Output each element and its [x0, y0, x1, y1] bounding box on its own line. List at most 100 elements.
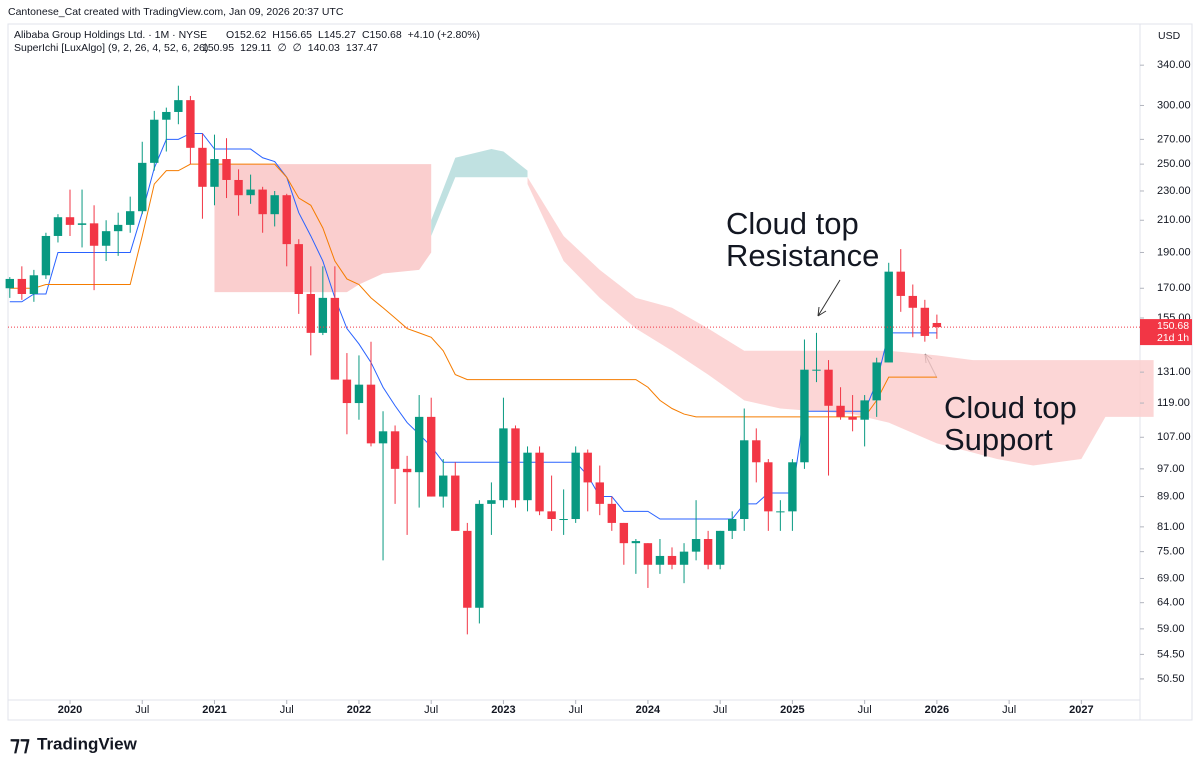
candle-body — [523, 452, 532, 501]
candle-body — [378, 431, 388, 444]
cloud — [527, 177, 1154, 466]
logo-mark: ⁊⁊ — [10, 733, 30, 755]
currency: USD — [1158, 30, 1181, 42]
x-tick-label: 2026 — [925, 704, 949, 716]
ohlc-value: H156.65 — [272, 29, 312, 41]
candle-body — [643, 543, 653, 565]
x-tick-label: Jul — [569, 704, 583, 716]
countdown: 21d 1h — [1157, 332, 1189, 344]
candle-body — [788, 462, 797, 512]
x-tick-label: 2023 — [491, 704, 515, 716]
y-tick-label: 81.00 — [1157, 521, 1185, 533]
ohlc-value: O152.62 — [226, 29, 266, 41]
x-tick-label: Jul — [1002, 704, 1016, 716]
candle-body — [800, 369, 809, 463]
candle-body — [210, 159, 219, 187]
y-tick-label: 300.00 — [1157, 99, 1191, 111]
x-tick-label: 2022 — [347, 704, 371, 716]
candle-body — [860, 400, 869, 420]
candle-body — [715, 530, 725, 565]
candle-body — [5, 278, 14, 289]
credit: Cantonese_Cat created with TradingView.c… — [8, 6, 344, 18]
indicator-value: 137.47 — [346, 42, 378, 54]
candle-body — [330, 297, 340, 380]
candle-body — [65, 217, 75, 225]
candle-body — [89, 223, 99, 246]
symbol: Alibaba Group Holdings Ltd. · 1M · NYSE — [14, 29, 207, 41]
annotation: Cloud top — [726, 206, 859, 241]
candle-body — [848, 416, 857, 420]
x-tick-label: 2025 — [780, 704, 804, 716]
y-tick-label: 75.00 — [1157, 546, 1185, 558]
candle-body — [932, 322, 942, 328]
ohlc-value: C150.68 — [362, 29, 402, 41]
y-tick-label: 210.00 — [1157, 214, 1191, 226]
frame — [7, 23, 1193, 721]
candle-body — [162, 111, 171, 120]
y-tick-label: 250.00 — [1157, 158, 1191, 170]
candle-body — [896, 271, 905, 296]
candle-body — [655, 555, 665, 565]
y-tick-label: 64.00 — [1157, 597, 1185, 609]
x-tick-label: Jul — [858, 704, 872, 716]
y-tick-label: 340.00 — [1157, 59, 1191, 71]
x-tick-label: 2024 — [636, 704, 661, 716]
candle-body — [354, 384, 364, 404]
last-price-label: 150.68 — [1157, 320, 1189, 332]
candle-body — [920, 307, 930, 336]
x-tick-label: Jul — [280, 704, 294, 716]
candle-body — [595, 482, 604, 504]
indicator-value: 140.03 — [308, 42, 340, 54]
y-tick-label: 270.00 — [1157, 133, 1191, 145]
candle-body — [222, 159, 231, 180]
y-tick-label: 131.00 — [1157, 366, 1191, 378]
indicator-line — [9, 132, 937, 520]
y-tick-label: 69.00 — [1157, 572, 1185, 584]
indicator-value: 150.95 — [202, 42, 234, 54]
candle-body — [186, 100, 195, 148]
candle-body — [908, 295, 917, 308]
candle-body — [740, 440, 749, 520]
candle-body — [366, 384, 376, 444]
candle-body — [282, 195, 291, 245]
indicator-value: 129.11 — [240, 42, 271, 54]
candle-body — [463, 530, 472, 608]
candle-body — [679, 551, 689, 565]
candle-body — [306, 293, 315, 333]
cloud — [431, 149, 528, 236]
candle-body — [258, 189, 267, 215]
candle-body — [402, 468, 412, 473]
candle-body — [631, 541, 641, 544]
candle-body — [619, 522, 629, 544]
candle-body — [113, 224, 123, 232]
candle-body — [776, 511, 785, 513]
candle-body — [475, 503, 484, 608]
candle-body — [752, 440, 761, 463]
logo: TradingView — [37, 734, 138, 753]
candle-body — [414, 416, 424, 473]
candle-body — [728, 519, 737, 531]
y-tick-label: 170.00 — [1157, 282, 1191, 294]
candle-body — [559, 519, 568, 521]
x-tick-label: 2021 — [202, 704, 226, 716]
candle-body — [427, 416, 436, 497]
ohlc-value: L145.27 — [318, 29, 356, 41]
annotation: Support — [944, 422, 1053, 457]
candle-body — [872, 362, 881, 401]
candle-body — [836, 405, 845, 417]
annotation: Resistance — [726, 238, 879, 273]
candle-body — [29, 275, 39, 294]
candle-body — [198, 147, 207, 187]
candle-body — [53, 217, 63, 236]
candle-body — [126, 211, 135, 225]
indicator-name: SuperIchi [LuxAlgo] (9, 2, 26, 4, 52, 6,… — [14, 42, 208, 54]
indicator-value: ∅ — [293, 42, 302, 54]
y-tick-label: 230.00 — [1157, 185, 1191, 197]
candle-body — [499, 428, 508, 501]
ohlc-value: +4.10 (+2.80%) — [408, 29, 480, 41]
x-tick-label: Jul — [713, 704, 727, 716]
candle-body — [583, 452, 592, 483]
candle-body — [535, 452, 544, 512]
y-tick-label: 89.00 — [1157, 490, 1185, 502]
